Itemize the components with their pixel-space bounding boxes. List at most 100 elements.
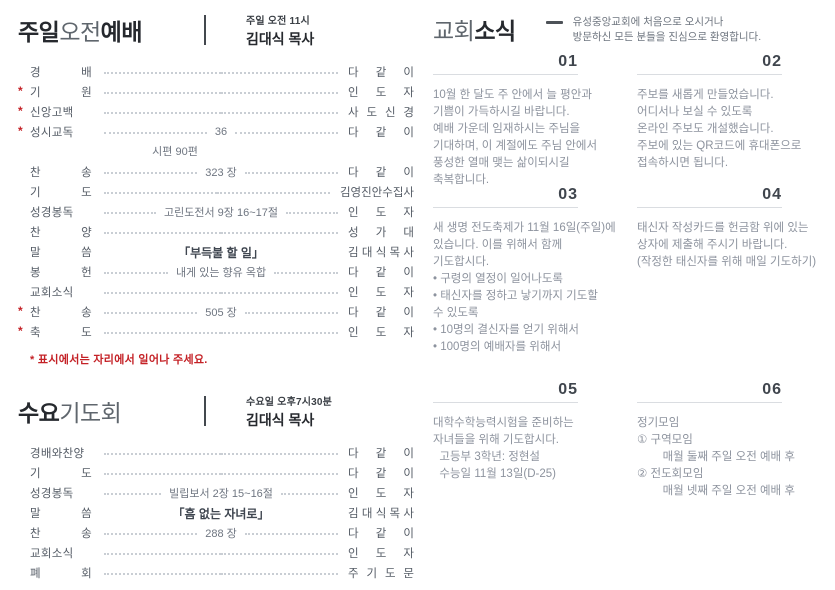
order-label: 찬 양 (30, 227, 92, 239)
welcome-block: 유성중앙교회에 처음으로 오시거나 방문하신 모든 분들을 진심으로 환영합니다… (545, 12, 762, 45)
order-detail: 내게 있는 향유 옥합 (175, 267, 267, 279)
order-label: 찬 송 (30, 528, 92, 540)
service-preacher: 김대식 목사 (246, 30, 315, 47)
order-row: * 찬 송 505 장 다 같 이 (18, 302, 414, 322)
leader-dots (104, 112, 221, 114)
order-label: 기 도 (30, 187, 92, 199)
order-performer: 인 도 자 (348, 488, 414, 500)
order-label: 말 씀 (30, 508, 92, 520)
title-divider (204, 396, 206, 426)
leader-dots (221, 112, 338, 114)
title-part: 오전 (59, 19, 101, 45)
wednesday-service-title: 수요기도회 (18, 394, 198, 428)
leader-dots (104, 473, 221, 475)
service-info: 주일 오전 11시 김대식 목사 (246, 12, 314, 49)
sunday-service-header: 주일오전예배 주일 오전 11시 김대식 목사 (18, 10, 414, 50)
title-part: 기도회 (59, 400, 122, 426)
order-row: 찬 송 323 장 다 같 이 (18, 162, 414, 182)
leader-dots (244, 312, 338, 314)
leader-dots (221, 332, 338, 334)
leader-dots (104, 533, 198, 535)
order-performer: 인 도 자 (348, 287, 414, 299)
order-performer: 김영진안수집사 (339, 187, 414, 199)
service-preacher: 김대식 목사 (246, 411, 315, 428)
order-row-sermon: 말 씀 「흠 없는 자녀로」 김 대 식 목 사 (18, 503, 414, 523)
title-part: 소식 (474, 18, 516, 44)
order-performer: 다 같 이 (348, 307, 414, 319)
psalm-subtitle: 시편 90편 (152, 146, 198, 158)
order-row-sermon: 말 씀 「부득불 할 일」 김 대 식 목 사 (18, 242, 414, 262)
news-item-body: 태신자 작성카드를 헌금함 위에 있는 상자에 제출해 주시기 바랍니다. (작… (637, 222, 817, 268)
title-part: 교회 (433, 18, 475, 44)
title-part: 주일 (18, 19, 60, 45)
leader-dots (221, 232, 338, 234)
stand-asterisk: * (18, 324, 23, 338)
leader-dots (216, 192, 330, 194)
order-performer: 인 도 자 (348, 327, 414, 339)
order-row: * 신앙고백 사 도 신 경 (18, 102, 414, 122)
leader-dots (221, 473, 338, 475)
leader-dots (104, 172, 198, 174)
order-performer: 다 같 이 (348, 267, 414, 279)
service-info: 수요일 오후7시30분 김대식 목사 (246, 393, 332, 430)
leader-dots (285, 212, 338, 214)
news-item: 06 정기모임 ① 구역모임 매월 둘째 주일 오전 예배 후 ② 전도회모임 … (637, 382, 825, 500)
order-row: * 성시교독 36 다 같 이 (18, 122, 414, 142)
stand-asterisk: * (18, 104, 23, 118)
leader-dots (221, 453, 338, 455)
leader-dots (104, 493, 162, 495)
news-item-number: 01 (433, 54, 578, 75)
order-performer: 성 가 대 (348, 227, 414, 239)
leader-dots (221, 292, 338, 294)
leader-dots (104, 132, 207, 134)
leader-dots (104, 92, 221, 94)
order-label: 성경봉독 (30, 207, 74, 219)
title-divider (204, 15, 206, 45)
order-row: 성경봉독 빌립보서 2장 15~16절 인 도 자 (18, 483, 414, 503)
order-performer: 김 대 식 목 사 (348, 247, 414, 259)
order-label: 말 씀 (30, 247, 92, 259)
leader-dots (104, 553, 221, 555)
news-grid: 01 10월 한 달도 주 안에서 늘 평안과 기쁨이 가득하시길 바랍니다. … (433, 54, 825, 500)
stand-asterisk: * (18, 84, 23, 98)
order-row: * 축 도 인 도 자 (18, 322, 414, 342)
leader-dots (104, 72, 221, 74)
leader-dots (104, 212, 157, 214)
order-performer: 다 같 이 (348, 67, 414, 79)
title-part: 예배 (100, 19, 143, 45)
leader-dots (104, 312, 198, 314)
order-row: 찬 송 288 장 다 같 이 (18, 523, 414, 543)
welcome-text: 유성중앙교회에 처음으로 오시거나 방문하신 모든 분들을 진심으로 환영합니다… (572, 16, 762, 43)
order-performer: 주 기 도 문 (348, 568, 414, 580)
order-label: 폐 회 (30, 568, 92, 580)
leader-dots (104, 332, 221, 334)
order-detail: 323 장 (205, 167, 237, 179)
news-item-body: 새 생명 전도축제가 11월 16일(주일)에 있습니다. 이를 위해서 함께 … (433, 222, 616, 353)
order-row: * 기 원 인 도 자 (18, 82, 414, 102)
leader-dots (221, 573, 338, 575)
order-label: 찬 송 (30, 167, 92, 179)
order-label: 찬 송 (30, 307, 92, 319)
leader-dots (244, 533, 338, 535)
order-performer: 다 같 이 (348, 528, 414, 540)
order-label: 교회소식 (30, 548, 74, 560)
order-row: 성경봉독 고린도전서 9장 16~17절 인 도 자 (18, 202, 414, 222)
order-label: 신앙고백 (30, 107, 74, 119)
news-item-body: 10월 한 달도 주 안에서 늘 평안과 기쁨이 가득하시길 바랍니다. 예배 … (433, 89, 598, 186)
church-news-column: 교회소식 유성중앙교회에 처음으로 오시거나 방문하신 모든 분들을 진심으로 … (433, 12, 825, 500)
stand-asterisk: * (18, 124, 23, 138)
sermon-title: 「흠 없는 자녀로」 (172, 506, 270, 521)
order-label: 성경봉독 (30, 488, 74, 500)
title-part: 수요 (18, 400, 60, 426)
order-label: 봉 헌 (30, 267, 92, 279)
news-item-number: 03 (433, 187, 578, 208)
order-row: 교회소식 인 도 자 (18, 543, 414, 563)
order-label: 경배와찬양 (30, 448, 85, 460)
